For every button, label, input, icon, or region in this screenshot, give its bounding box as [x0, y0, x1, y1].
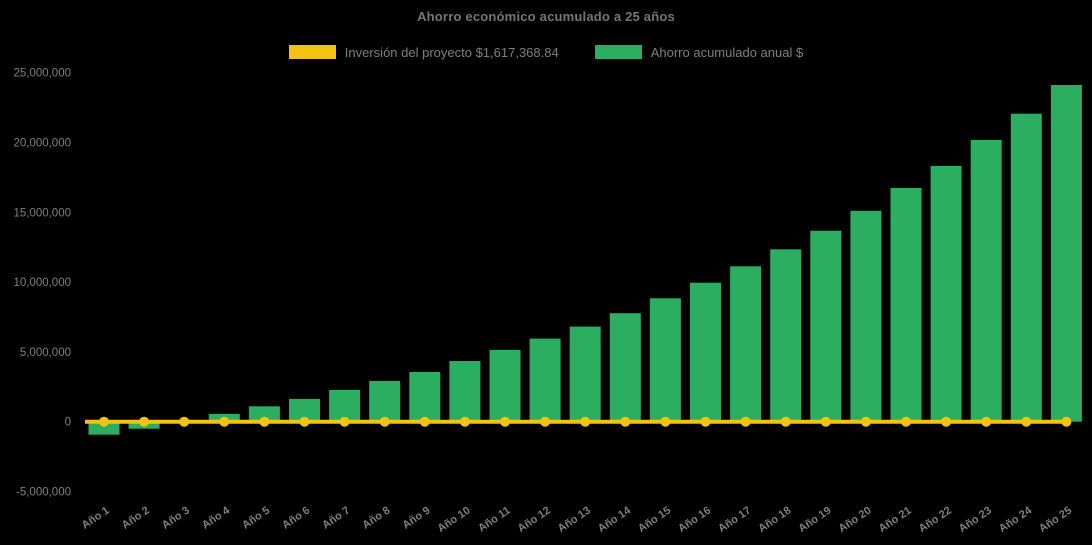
investment-line-marker-15 [660, 416, 671, 427]
savings-bar-12 [529, 338, 561, 422]
investment-line-marker-14 [620, 416, 631, 427]
x-axis-tick-label-21: Año 21 [877, 505, 914, 535]
investment-line-marker-20 [860, 416, 871, 427]
savings-bar-13 [569, 326, 601, 422]
investment-line-marker-2 [139, 416, 150, 427]
investment-line-marker-10 [459, 416, 470, 427]
savings-bar-23 [970, 140, 1002, 422]
savings-bar-14 [609, 313, 641, 422]
investment-line-marker-22 [941, 416, 952, 427]
y-axis-tick-label-1: 20,000,000 [13, 138, 71, 150]
savings-bar-swatch-icon [594, 45, 642, 59]
x-axis-tick-label-2: Año 2 [120, 505, 152, 532]
x-axis-tick-label-12: Año 12 [516, 505, 553, 535]
savings-bar-16 [690, 282, 721, 422]
legend-item-investment[interactable]: Inversión del proyecto $1,617,368.84 [288, 44, 559, 60]
savings-bar-9 [409, 372, 441, 422]
x-axis-tick-label-22: Año 22 [917, 505, 954, 535]
savings-bar-20 [850, 210, 882, 422]
investment-line-marker-4 [219, 416, 230, 427]
legend-label-investment: Inversión del proyecto $1,617,368.84 [344, 44, 559, 60]
x-axis-tick-label-23: Año 23 [957, 505, 994, 535]
x-axis-tick-label-24: Año 24 [997, 504, 1035, 535]
savings-bar-21 [890, 188, 922, 422]
x-axis-tick-label-10: Año 10 [435, 505, 472, 535]
savings-bar-17 [730, 266, 762, 422]
investment-line-marker-3 [179, 416, 190, 427]
legend-item-savings[interactable]: Ahorro acumulado anual $ [594, 44, 804, 60]
investment-line-marker-1 [99, 416, 109, 427]
investment-line-marker-18 [780, 416, 791, 427]
investment-line-marker-7 [339, 416, 350, 427]
savings-bar-25 [1050, 85, 1082, 422]
x-axis-tick-label-25: Año 25 [1037, 505, 1074, 535]
x-axis-tick-label-5: Año 5 [240, 505, 272, 532]
savings-bar-18 [770, 249, 802, 422]
investment-line-marker-24 [1021, 416, 1032, 427]
x-axis-tick-label-15: Año 15 [636, 505, 673, 535]
chart-legend: Inversión del proyecto $1,617,368.84 Aho… [0, 44, 1092, 60]
investment-line-marker-19 [820, 416, 831, 427]
y-axis-tick-label-4: 5,000,000 [20, 347, 71, 359]
savings-bar-24 [1010, 113, 1042, 422]
savings-bar-15 [649, 298, 681, 422]
chart-title: Ahorro económico acumulado a 25 años [417, 9, 675, 24]
investment-line-marker-21 [901, 416, 911, 427]
x-axis-tick-label-9: Año 9 [400, 505, 432, 532]
investment-line-marker-23 [981, 416, 992, 427]
x-axis-tick-label-1: Año 1 [80, 505, 112, 532]
x-axis-tick-label-4: Año 4 [200, 504, 233, 532]
investment-line-marker-12 [540, 416, 551, 427]
x-axis-tick-label-6: Año 6 [280, 505, 312, 532]
x-axis-tick-label-8: Año 8 [360, 505, 392, 532]
investment-line-marker-9 [419, 416, 430, 427]
savings-bar-11 [489, 349, 521, 422]
y-axis-tick-label-6: -5,000,000 [16, 487, 71, 499]
x-axis-tick-label-14: Año 14 [596, 504, 634, 535]
investment-line-marker-13 [580, 416, 591, 427]
savings-bar-5 [248, 406, 280, 422]
x-axis-tick-label-16: Año 16 [676, 505, 713, 535]
x-axis-tick-label-13: Año 13 [556, 505, 593, 535]
y-axis-tick-label-5: 0 [65, 417, 71, 429]
savings-bar-6 [289, 398, 320, 422]
x-axis-tick-label-18: Año 18 [756, 505, 793, 535]
investment-line-marker-17 [740, 416, 751, 427]
x-axis-tick-label-20: Año 20 [836, 505, 873, 535]
x-axis-tick-label-17: Año 17 [716, 505, 753, 535]
investment-line-marker-5 [259, 416, 270, 427]
x-axis-tick-label-3: Año 3 [160, 505, 192, 532]
investment-line-marker-6 [299, 416, 310, 427]
y-axis-tick-label-2: 15,000,000 [13, 207, 71, 219]
savings-bar-10 [449, 361, 481, 422]
y-axis-tick-label-0: 25,000,000 [13, 68, 71, 80]
legend-label-savings: Ahorro acumulado anual $ [650, 44, 804, 60]
savings-bar-19 [810, 230, 842, 422]
x-axis-tick-label-7: Año 7 [320, 505, 352, 532]
x-axis-tick-label-11: Año 11 [476, 505, 513, 535]
savings-bar-8 [369, 380, 401, 422]
savings-bar-1 [88, 421, 120, 435]
investment-line-swatch-icon [288, 45, 336, 59]
investment-line-marker-11 [500, 416, 510, 427]
investment-line-marker-8 [379, 416, 390, 427]
savings-bar-7 [329, 390, 361, 422]
savings-bar-22 [930, 166, 962, 422]
y-axis-tick-label-3: 10,000,000 [13, 277, 71, 289]
investment-line-marker-25 [1061, 416, 1072, 427]
x-axis-tick-label-19: Año 19 [796, 505, 833, 535]
investment-line-marker-16 [700, 416, 711, 427]
